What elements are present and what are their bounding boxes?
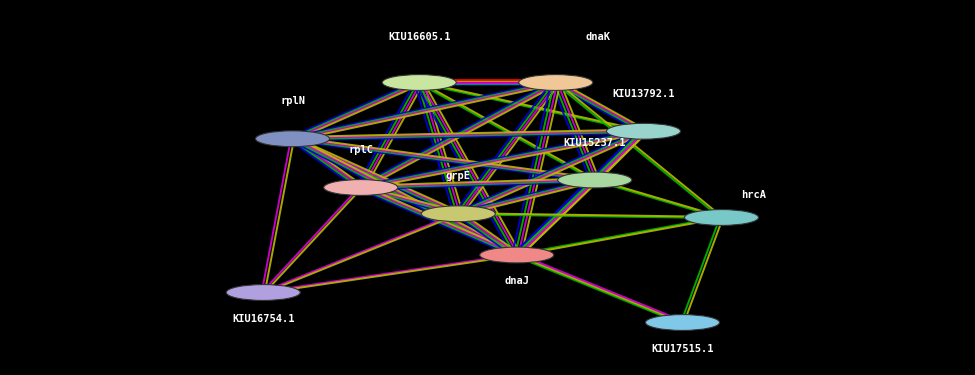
Text: grpE: grpE — [446, 171, 471, 181]
Ellipse shape — [382, 75, 456, 90]
Text: KIU13792.1: KIU13792.1 — [612, 89, 675, 99]
Text: KIU16754.1: KIU16754.1 — [232, 314, 294, 324]
Ellipse shape — [519, 75, 593, 90]
Text: rplN: rplN — [280, 96, 305, 106]
Text: hrcA: hrcA — [741, 190, 766, 200]
Ellipse shape — [480, 247, 554, 263]
Ellipse shape — [226, 285, 300, 300]
Text: KIU16605.1: KIU16605.1 — [388, 33, 450, 42]
Ellipse shape — [255, 131, 330, 147]
Ellipse shape — [421, 206, 495, 222]
Ellipse shape — [606, 123, 681, 139]
Text: KIU15237.1: KIU15237.1 — [564, 138, 626, 147]
Ellipse shape — [684, 210, 759, 225]
Ellipse shape — [558, 172, 632, 188]
Text: rplC: rplC — [348, 145, 373, 155]
Text: KIU17515.1: KIU17515.1 — [651, 344, 714, 354]
Text: dnaJ: dnaJ — [504, 276, 529, 286]
Ellipse shape — [324, 180, 398, 195]
Text: dnaK: dnaK — [585, 33, 610, 42]
Ellipse shape — [645, 315, 720, 330]
